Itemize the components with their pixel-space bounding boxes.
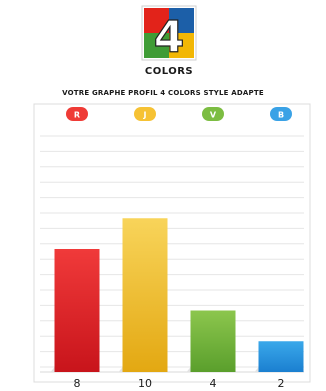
logo-quadrant-green (144, 33, 169, 58)
legend-badge-label: R (74, 111, 80, 120)
legend-badge-label: J (143, 111, 147, 120)
chart-title: VOTRE GRAPHE PROFIL 4 COLORS STYLE ADAPT… (62, 89, 264, 97)
bar-shadow (118, 366, 124, 372)
legend-badge-r: R (66, 107, 88, 121)
value-label-r: 8 (74, 377, 81, 390)
value-labels: 8 10 4 2 (74, 377, 285, 390)
bar-shadow (50, 366, 56, 372)
legend-badge-shape (202, 107, 224, 121)
logo-quadrant-yellow (169, 33, 194, 58)
value-label-v: 4 (210, 377, 217, 390)
logo-text: COLORS (145, 66, 193, 77)
bar-b (258, 341, 304, 372)
grid-lines (40, 135, 304, 373)
bar-v (190, 310, 236, 372)
legend-badge-label: B (278, 111, 284, 120)
value-label-j: 10 (138, 377, 152, 390)
bars (50, 218, 304, 372)
four-colors-logo: 4 COLORS (141, 5, 197, 77)
legend-badge-j: J (134, 107, 156, 121)
logo-quadrant-red (144, 8, 169, 33)
legend-badge-v: V (202, 107, 224, 121)
logo-quadrant-blue (169, 8, 194, 33)
bar-shadow (186, 366, 192, 372)
bar-j (122, 218, 168, 372)
legend-badge-shape (134, 107, 156, 121)
legend-badge-b: B (270, 107, 292, 121)
logo-numeral: 4 (154, 12, 185, 63)
value-label-b: 2 (278, 377, 285, 390)
legend-badge-shape (66, 107, 88, 121)
legend-badge-label: V (210, 111, 217, 120)
bar-r (54, 249, 100, 372)
bar-shadow (254, 366, 260, 372)
legend-badge-shape (270, 107, 292, 121)
